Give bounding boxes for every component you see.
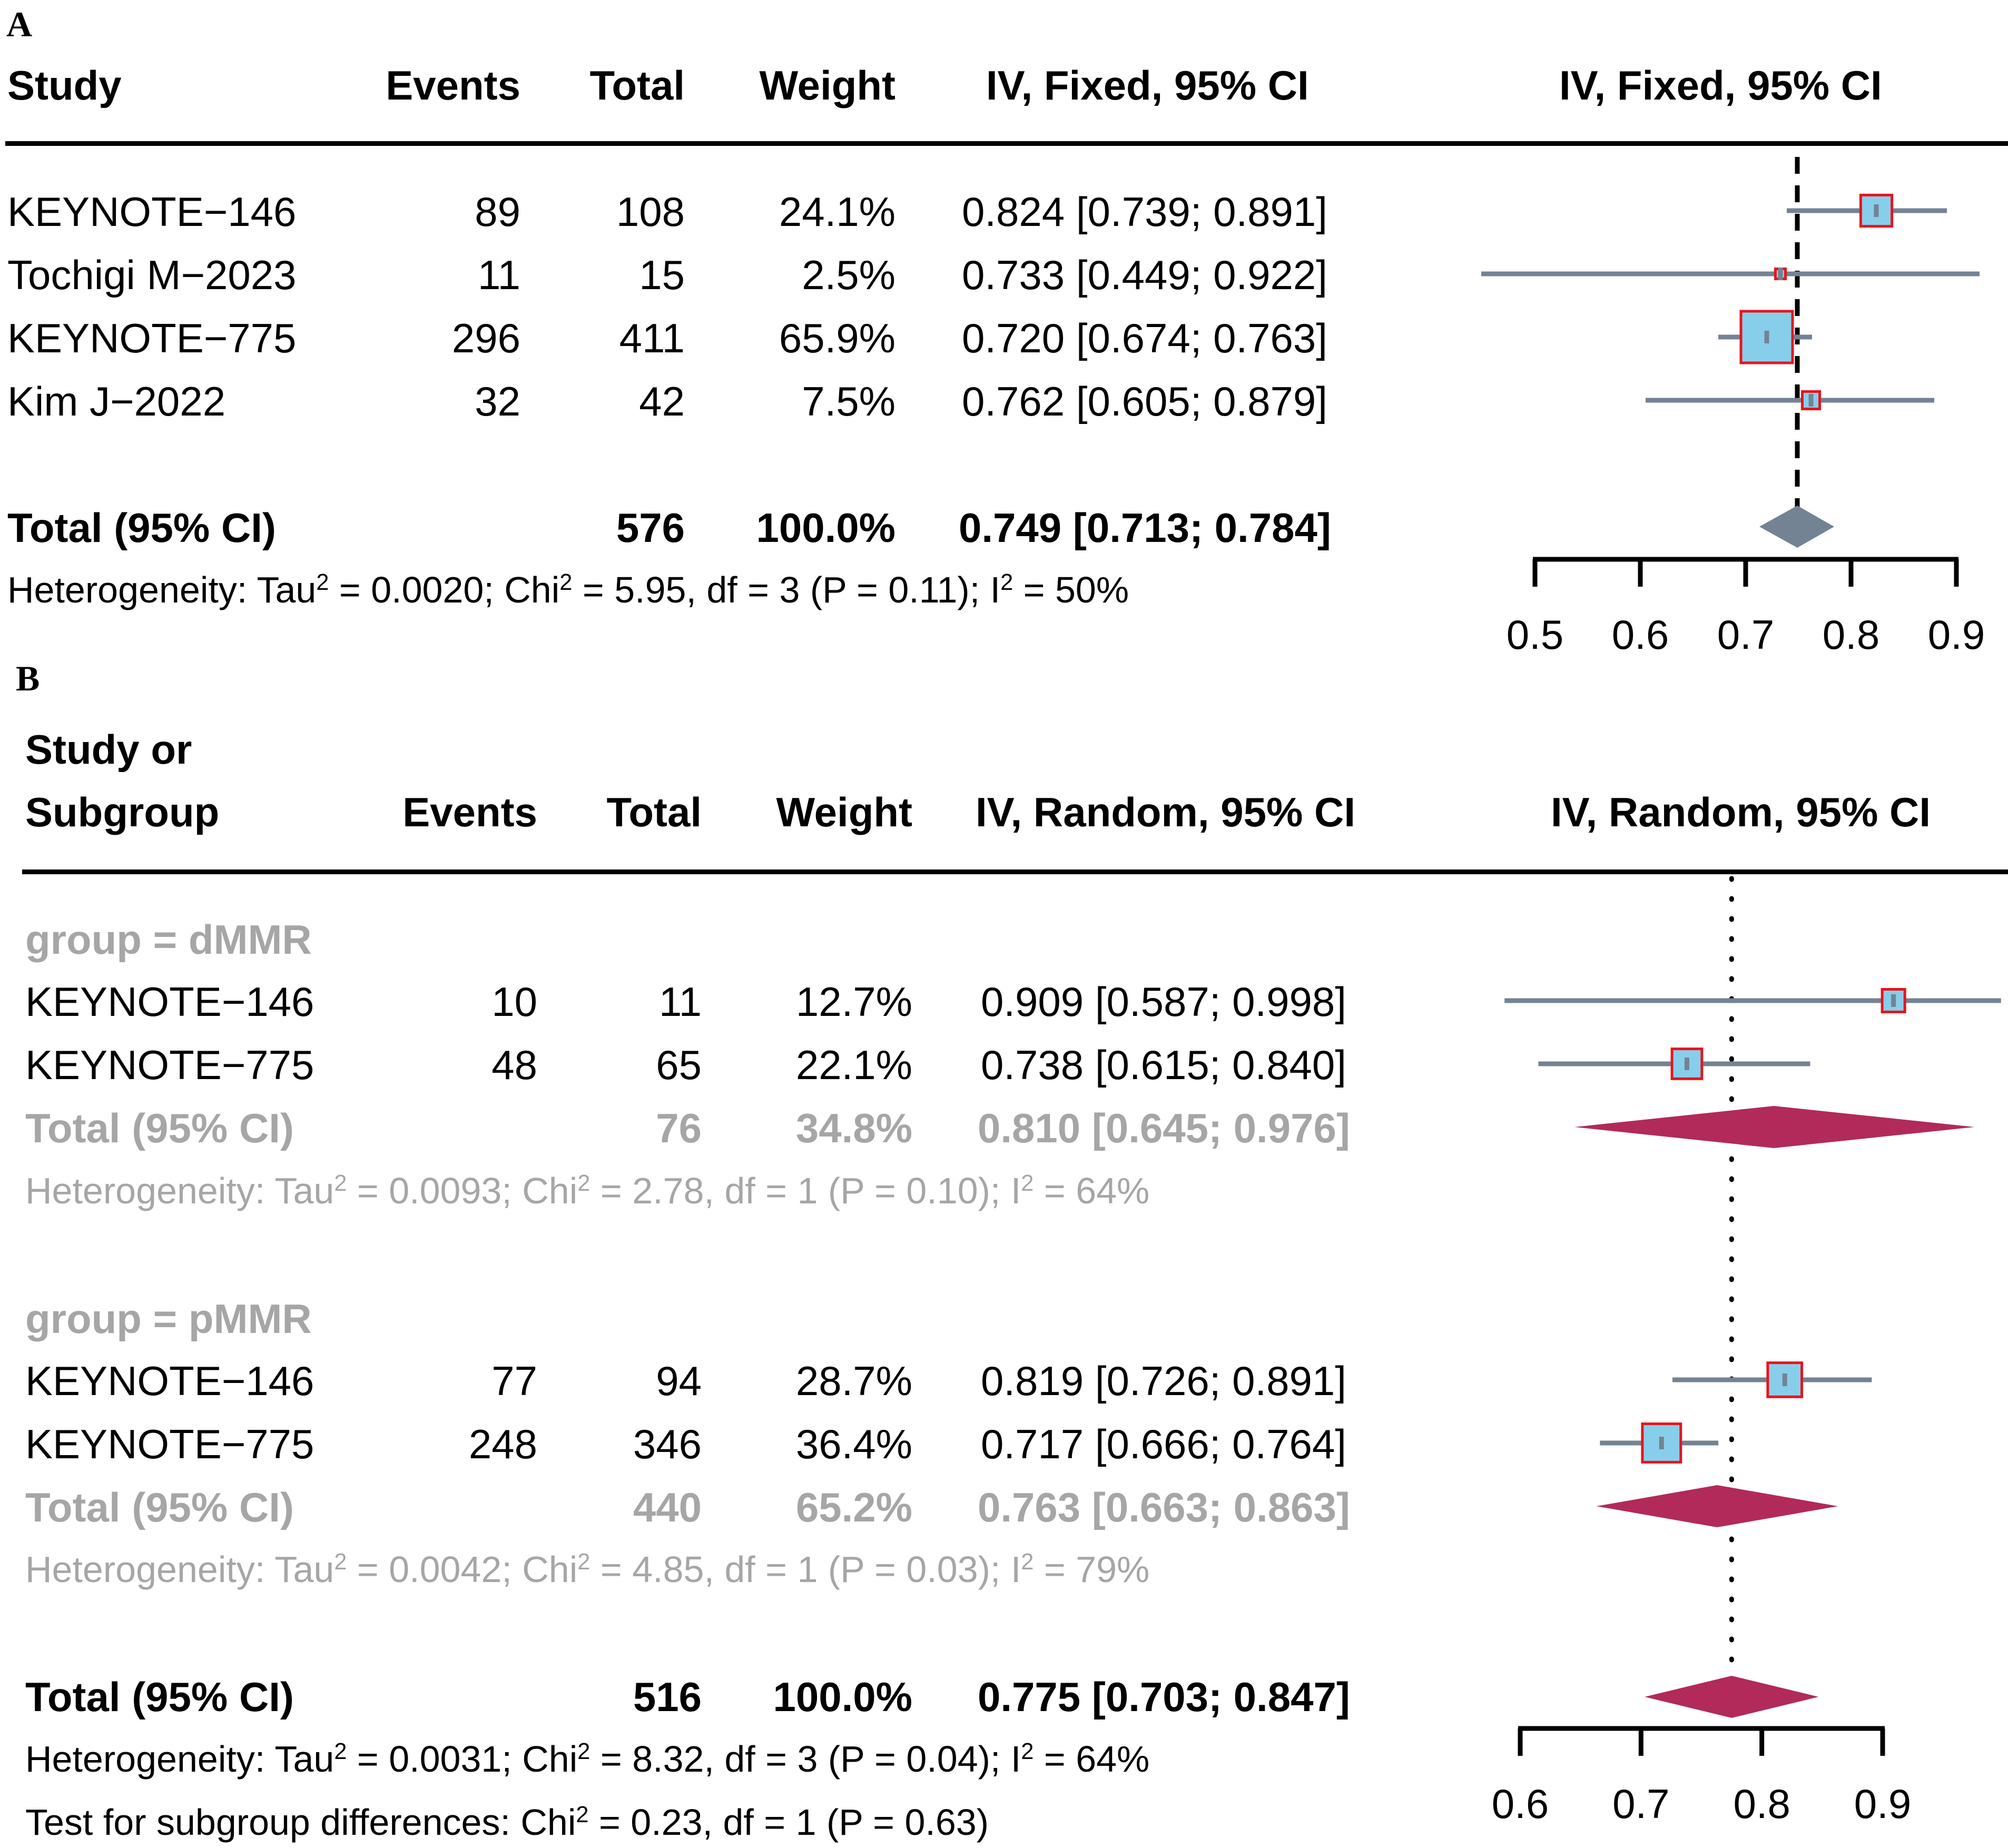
subgroup-diamond <box>1596 1485 1838 1527</box>
total-label-a: Total (95% CI) <box>7 505 276 551</box>
heterogeneity-a: Heterogeneity: Tau2 = 0.0020; Chi2 = 5.9… <box>7 569 1129 610</box>
total-weight-b: 100.0% <box>773 1674 912 1720</box>
study-ci: 0.720 [0.674; 0.763] <box>962 315 1327 361</box>
study-weight: 28.7% <box>795 1358 912 1404</box>
subgroup-total-weight: 65.2% <box>795 1484 912 1530</box>
study-ci: 0.738 [0.615; 0.840] <box>981 1042 1346 1088</box>
study-weight: 2.5% <box>802 252 895 298</box>
total-label-b: Total (95% CI) <box>25 1674 294 1720</box>
panel-label-a: A <box>6 4 33 44</box>
header-events-a: Events <box>386 62 520 108</box>
subgroup-total-ci: 0.810 [0.645; 0.976] <box>978 1105 1350 1151</box>
study-ci: 0.733 [0.449; 0.922] <box>962 252 1327 298</box>
study-name: KEYNOTE−775 <box>7 315 297 361</box>
subgroup-total-label: Total (95% CI) <box>25 1105 294 1151</box>
subgroup-label-dmmr: group = dMMR <box>25 916 312 963</box>
study-name: Kim J−2022 <box>7 378 226 424</box>
x-tick-label: 0.8 <box>1733 1781 1790 1827</box>
header-events-b: Events <box>402 789 537 835</box>
study-events: 248 <box>468 1421 537 1467</box>
study-name: Tochigi M−2023 <box>7 252 297 298</box>
study-total: 108 <box>616 189 685 235</box>
x-tick-label: 0.6 <box>1492 1781 1549 1827</box>
header-study-b-line1: Study or <box>25 726 192 773</box>
study-events: 89 <box>475 189 520 235</box>
study-total: 11 <box>659 979 702 1025</box>
x-tick-label: 0.7 <box>1717 611 1774 658</box>
header-weight-b: Weight <box>776 789 912 835</box>
study-events: 77 <box>491 1358 537 1404</box>
study-name: KEYNOTE−775 <box>25 1042 314 1088</box>
study-name: KEYNOTE−146 <box>7 189 297 235</box>
subgroup-total-ci: 0.763 [0.663; 0.863] <box>978 1484 1350 1530</box>
study-weight: 36.4% <box>795 1421 912 1467</box>
study-ci: 0.824 [0.739; 0.891] <box>962 189 1327 235</box>
total-n-a: 576 <box>616 505 685 551</box>
subgroup-differences-test: Test for subgroup differences: Chi2 = 0.… <box>25 1802 989 1843</box>
study-events: 10 <box>491 979 537 1025</box>
study-events: 32 <box>475 378 520 424</box>
total-diamond <box>1645 1676 1819 1718</box>
study-weight: 24.1% <box>779 189 895 235</box>
study-weight: 12.7% <box>795 979 912 1025</box>
total-n-b: 516 <box>633 1674 702 1720</box>
study-weight: 22.1% <box>795 1042 912 1088</box>
x-tick-label: 0.7 <box>1612 1781 1669 1827</box>
header-study-b-line2: Subgroup <box>25 789 220 835</box>
header-ci-b: IV, Random, 95% CI <box>976 789 1356 835</box>
study-ci: 0.909 [0.587; 0.998] <box>981 979 1346 1025</box>
total-weight-a: 100.0% <box>756 505 895 551</box>
study-total: 42 <box>639 378 685 424</box>
header-plot-b: IV, Random, 95% CI <box>1551 789 1931 835</box>
study-name: KEYNOTE−775 <box>25 1421 314 1467</box>
subgroup-total-n: 76 <box>656 1105 702 1151</box>
subgroup-diamond <box>1574 1106 1975 1148</box>
study-total: 411 <box>619 315 685 361</box>
study-weight: 65.9% <box>779 315 895 361</box>
study-total: 346 <box>633 1421 702 1467</box>
header-study-a: Study <box>7 62 122 108</box>
header-plot-a: IV, Fixed, 95% CI <box>1559 62 1882 108</box>
header-ci-a: IV, Fixed, 95% CI <box>986 62 1309 108</box>
study-total: 65 <box>656 1042 702 1088</box>
panel-label-b: B <box>16 658 40 698</box>
subgroup-total-n: 440 <box>633 1484 702 1530</box>
header-weight-a: Weight <box>759 62 895 108</box>
study-ci: 0.819 [0.726; 0.891] <box>981 1358 1346 1404</box>
x-tick-label: 0.6 <box>1612 611 1669 658</box>
study-total: 94 <box>656 1358 702 1404</box>
x-tick-label: 0.9 <box>1854 1781 1911 1827</box>
subgroup-total-label: Total (95% CI) <box>25 1484 294 1530</box>
heterogeneity-b: Heterogeneity: Tau2 = 0.0031; Chi2 = 8.3… <box>25 1738 1150 1780</box>
study-events: 11 <box>478 252 520 298</box>
subgroup-label-pmmr: group = pMMR <box>25 1296 312 1342</box>
total-ci-a: 0.749 [0.713; 0.784] <box>959 505 1331 551</box>
x-tick-label: 0.9 <box>1928 611 1985 658</box>
study-events: 48 <box>491 1042 537 1088</box>
header-total-b: Total <box>606 789 702 835</box>
header-rule-a <box>5 141 2008 146</box>
header-total-a: Total <box>589 62 685 108</box>
study-events: 296 <box>451 315 520 361</box>
study-name: KEYNOTE−146 <box>25 1358 314 1404</box>
x-tick-label: 0.8 <box>1823 611 1879 658</box>
subgroup-total-weight: 34.8% <box>795 1105 912 1151</box>
study-total: 15 <box>639 252 685 298</box>
total-diamond <box>1759 506 1834 548</box>
x-tick-label: 0.5 <box>1507 611 1563 658</box>
study-ci: 0.762 [0.605; 0.879] <box>962 378 1327 424</box>
heterogeneity-pmmr: Heterogeneity: Tau2 = 0.0042; Chi2 = 4.8… <box>25 1549 1150 1590</box>
header-rule-b <box>22 869 2008 874</box>
study-name: KEYNOTE−146 <box>25 979 314 1025</box>
heterogeneity-dmmr: Heterogeneity: Tau2 = 0.0093; Chi2 = 2.7… <box>25 1170 1150 1211</box>
study-ci: 0.717 [0.666; 0.764] <box>981 1421 1346 1467</box>
study-weight: 7.5% <box>802 378 895 424</box>
total-ci-b: 0.775 [0.703; 0.847] <box>978 1674 1350 1720</box>
